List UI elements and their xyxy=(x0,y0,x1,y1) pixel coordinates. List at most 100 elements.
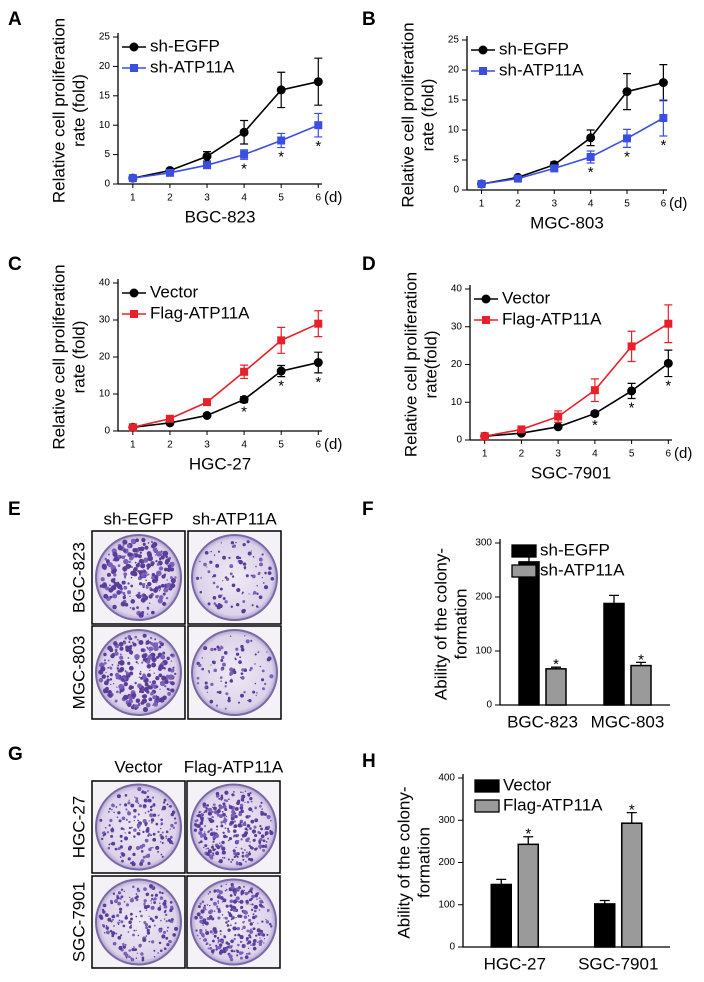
colony xyxy=(166,803,169,806)
colony xyxy=(120,587,123,591)
colony xyxy=(127,931,130,933)
colony xyxy=(227,827,230,830)
colony xyxy=(122,694,129,701)
x-unit: (d) xyxy=(324,436,342,453)
bar xyxy=(545,668,567,706)
colony xyxy=(151,541,153,543)
y-tick-label: 100 xyxy=(475,646,492,657)
colony xyxy=(210,682,214,686)
colony xyxy=(129,912,133,916)
colony xyxy=(216,907,219,910)
colony xyxy=(118,583,121,586)
colony xyxy=(135,661,138,664)
colony xyxy=(223,857,226,859)
colony xyxy=(247,699,249,702)
colony xyxy=(137,683,142,689)
x-tick-label: BGC-823 xyxy=(507,712,578,731)
colony xyxy=(147,573,150,576)
colony xyxy=(148,646,154,652)
colony xyxy=(249,903,251,905)
colony xyxy=(141,653,147,659)
colony xyxy=(228,953,231,956)
colony xyxy=(136,606,139,610)
colony xyxy=(122,566,128,572)
colony xyxy=(251,574,256,579)
colony xyxy=(257,932,261,936)
colony xyxy=(137,802,140,805)
colony xyxy=(162,805,167,810)
colony xyxy=(148,602,151,605)
colony xyxy=(165,936,169,940)
colony xyxy=(169,835,173,839)
colony xyxy=(99,916,104,920)
colony xyxy=(236,833,240,837)
colony xyxy=(147,582,151,586)
colony xyxy=(215,563,220,568)
colony xyxy=(246,540,250,544)
colony xyxy=(159,664,164,670)
y-tick-label: 15 xyxy=(99,90,111,101)
colony xyxy=(236,587,241,593)
colony xyxy=(218,594,222,599)
bar xyxy=(621,822,643,948)
colony xyxy=(168,805,171,808)
colony xyxy=(220,933,222,935)
colony xyxy=(213,910,216,913)
colony xyxy=(214,848,217,850)
colony xyxy=(243,849,246,852)
colony xyxy=(128,820,131,824)
colony xyxy=(161,841,164,844)
colony xyxy=(133,863,135,865)
colony xyxy=(232,790,235,793)
colony xyxy=(230,908,233,912)
colony xyxy=(239,956,243,960)
colony xyxy=(270,819,272,822)
colony xyxy=(265,920,270,924)
colony xyxy=(229,564,234,569)
marker xyxy=(663,358,673,368)
colony xyxy=(263,942,265,944)
colony xyxy=(218,690,222,694)
colony xyxy=(196,676,200,680)
y-tick-label: 40 xyxy=(451,284,463,295)
colony xyxy=(222,812,226,817)
colony xyxy=(199,919,204,924)
colony xyxy=(240,838,243,841)
colony xyxy=(162,901,167,906)
colony xyxy=(141,956,145,960)
colony xyxy=(115,555,117,557)
plate-photo xyxy=(91,780,186,874)
colony xyxy=(130,826,133,829)
marker xyxy=(240,367,249,376)
marker xyxy=(477,180,486,188)
colony xyxy=(239,914,243,918)
colony xyxy=(155,578,159,582)
colony xyxy=(150,899,152,902)
colony xyxy=(202,918,207,923)
colony xyxy=(150,821,153,824)
colony xyxy=(160,583,165,588)
annotation: * xyxy=(315,138,321,155)
colony xyxy=(232,906,237,910)
colony xyxy=(150,691,154,696)
colony xyxy=(121,852,126,857)
bar xyxy=(517,843,539,948)
colony xyxy=(138,676,141,678)
colony xyxy=(206,804,210,807)
colony xyxy=(99,818,103,822)
colony xyxy=(207,847,210,850)
colony xyxy=(119,907,123,911)
error-bar xyxy=(609,594,619,604)
colony xyxy=(157,585,162,589)
colony xyxy=(145,640,150,645)
colony xyxy=(264,828,266,830)
colony xyxy=(230,883,234,887)
colony xyxy=(135,799,139,803)
colony xyxy=(260,678,265,682)
colony xyxy=(267,571,272,576)
colony xyxy=(152,813,157,817)
colony xyxy=(130,561,132,563)
marker xyxy=(277,136,286,145)
colony xyxy=(261,808,264,811)
colony xyxy=(155,685,159,689)
